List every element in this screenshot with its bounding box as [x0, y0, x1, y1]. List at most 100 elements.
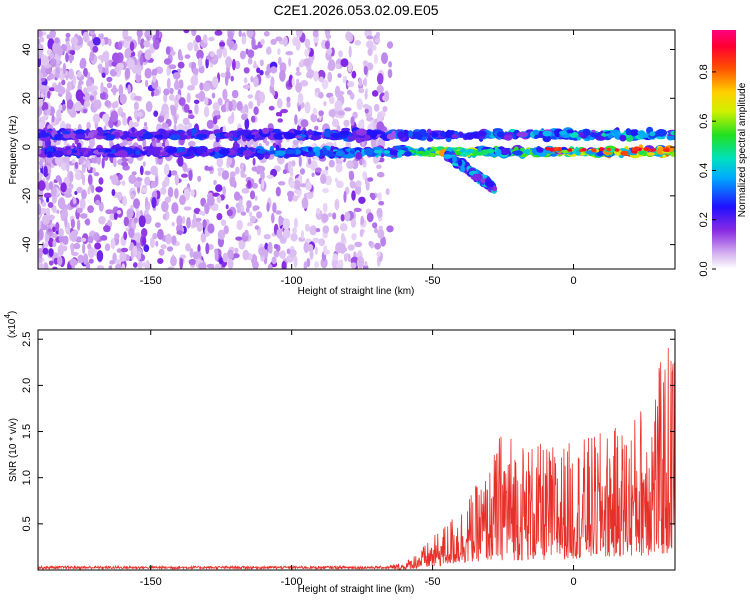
heatmap-cell — [261, 178, 265, 190]
snr-multiplier: (x104) — [3, 311, 18, 338]
heatmap-cell — [62, 208, 68, 219]
heatmap-cell — [92, 45, 99, 53]
heatmap-cell — [152, 74, 157, 83]
heatmap-cell — [100, 82, 104, 94]
heatmap-cell — [457, 159, 463, 167]
heatmap-cell — [57, 256, 63, 266]
heatmap-cell — [69, 133, 77, 139]
heatmap-cell — [104, 100, 111, 107]
heatmap-cell — [351, 232, 357, 241]
y-tick-label: 1.0 — [21, 470, 33, 485]
heatmap-cell — [325, 166, 329, 171]
heatmap-peak — [664, 148, 670, 153]
heatmap-cell — [364, 261, 368, 267]
heatmap-cell — [93, 247, 97, 256]
heatmap-cell — [189, 248, 194, 258]
heatmap-cell — [207, 195, 215, 206]
heatmap-cell — [173, 115, 178, 125]
heatmap-cell — [243, 67, 250, 74]
heatmap-cell — [241, 113, 248, 121]
heatmap-cell — [295, 30, 303, 38]
heatmap-cell — [113, 212, 118, 220]
heatmap-cell — [88, 131, 95, 139]
heatmap-cell — [219, 257, 223, 265]
y-tick-label: 1.5 — [21, 424, 33, 439]
heatmap-cell — [542, 130, 552, 137]
heatmap-cell — [378, 225, 383, 231]
x-tick-label: -150 — [140, 576, 162, 588]
heatmap-cell — [78, 155, 84, 165]
spectrogram-frame — [37, 29, 676, 270]
heatmap-cell — [95, 186, 103, 193]
heatmap-cell — [358, 87, 365, 94]
heatmap-cell — [48, 260, 54, 266]
heatmap-cell — [378, 131, 385, 135]
heatmap-cell — [295, 135, 302, 139]
heatmap-cell — [93, 90, 98, 96]
heatmap-cell — [60, 182, 67, 193]
heatmap-cell — [285, 149, 296, 155]
heatmap-cell — [443, 154, 453, 159]
heatmap-cell — [144, 68, 152, 79]
heatmap-cell — [140, 38, 145, 49]
heatmap-cell — [87, 186, 91, 195]
heatmap-cell — [55, 175, 61, 182]
heatmap-cell — [619, 134, 627, 142]
heatmap-cell — [195, 35, 202, 43]
colorbar-tick-label: 0.8 — [698, 64, 710, 79]
heatmap-cell — [376, 73, 384, 85]
heatmap-cell — [670, 130, 675, 136]
heatmap-cell — [333, 225, 339, 234]
heatmap-cell — [322, 202, 328, 213]
heatmap-cell — [116, 191, 123, 201]
heatmap-cell — [216, 195, 222, 204]
heatmap-cell — [346, 160, 354, 169]
heatmap-cell — [42, 247, 49, 255]
heatmap-cell — [113, 100, 119, 108]
heatmap-cell — [54, 37, 60, 44]
heatmap-cell — [75, 134, 85, 139]
heatmap-cell — [98, 216, 106, 225]
heatmap-cell — [158, 248, 165, 256]
heatmap-cell — [289, 165, 294, 178]
heatmap-cell — [187, 85, 195, 91]
heatmap-cell — [255, 133, 261, 138]
heatmap-cell — [101, 72, 106, 78]
heatmap-cell — [376, 111, 383, 124]
heatmap-cell — [82, 253, 89, 265]
x-tick-label: -50 — [425, 576, 441, 588]
colorbar-tick-label: 0.4 — [698, 163, 710, 178]
heatmap-cell — [220, 72, 227, 78]
heatmap-cell — [569, 151, 574, 155]
heatmap-cell — [69, 171, 74, 183]
heatmap-cell — [240, 211, 247, 216]
heatmap-cell — [93, 232, 100, 242]
heatmap-cell — [251, 37, 256, 49]
heatmap-cell — [203, 81, 211, 92]
y-tick-label: 20 — [21, 92, 33, 104]
heatmap-cell — [94, 242, 102, 250]
heatmap-cell — [163, 163, 170, 176]
heatmap-cell — [303, 58, 311, 67]
heatmap-cell — [356, 98, 363, 111]
heatmap-cell — [87, 246, 95, 259]
heatmap-cell — [79, 197, 86, 210]
heatmap-cell — [264, 70, 270, 76]
heatmap-cell — [128, 227, 135, 238]
heatmap-cell — [65, 149, 73, 156]
heatmap-cell — [164, 176, 170, 187]
snr-multiplier-exp: 4 — [3, 314, 12, 319]
spectrogram-panel: -150 -100 -50 0 -40 -20 0 20 40 Height of straig… — [8, 29, 676, 297]
heatmap-cell — [178, 97, 186, 106]
heatmap-cell — [159, 151, 169, 156]
heatmap-cell — [297, 92, 304, 105]
heatmap-cell — [662, 154, 667, 158]
heatmap-cell — [212, 192, 220, 197]
heatmap-cell — [200, 232, 207, 243]
heatmap-cell — [345, 31, 352, 41]
heatmap-cell — [51, 114, 55, 123]
heatmap-cell — [170, 50, 176, 56]
heatmap-cell — [372, 222, 378, 229]
heatmap-cell — [62, 157, 70, 163]
heatmap-cell — [370, 119, 374, 131]
